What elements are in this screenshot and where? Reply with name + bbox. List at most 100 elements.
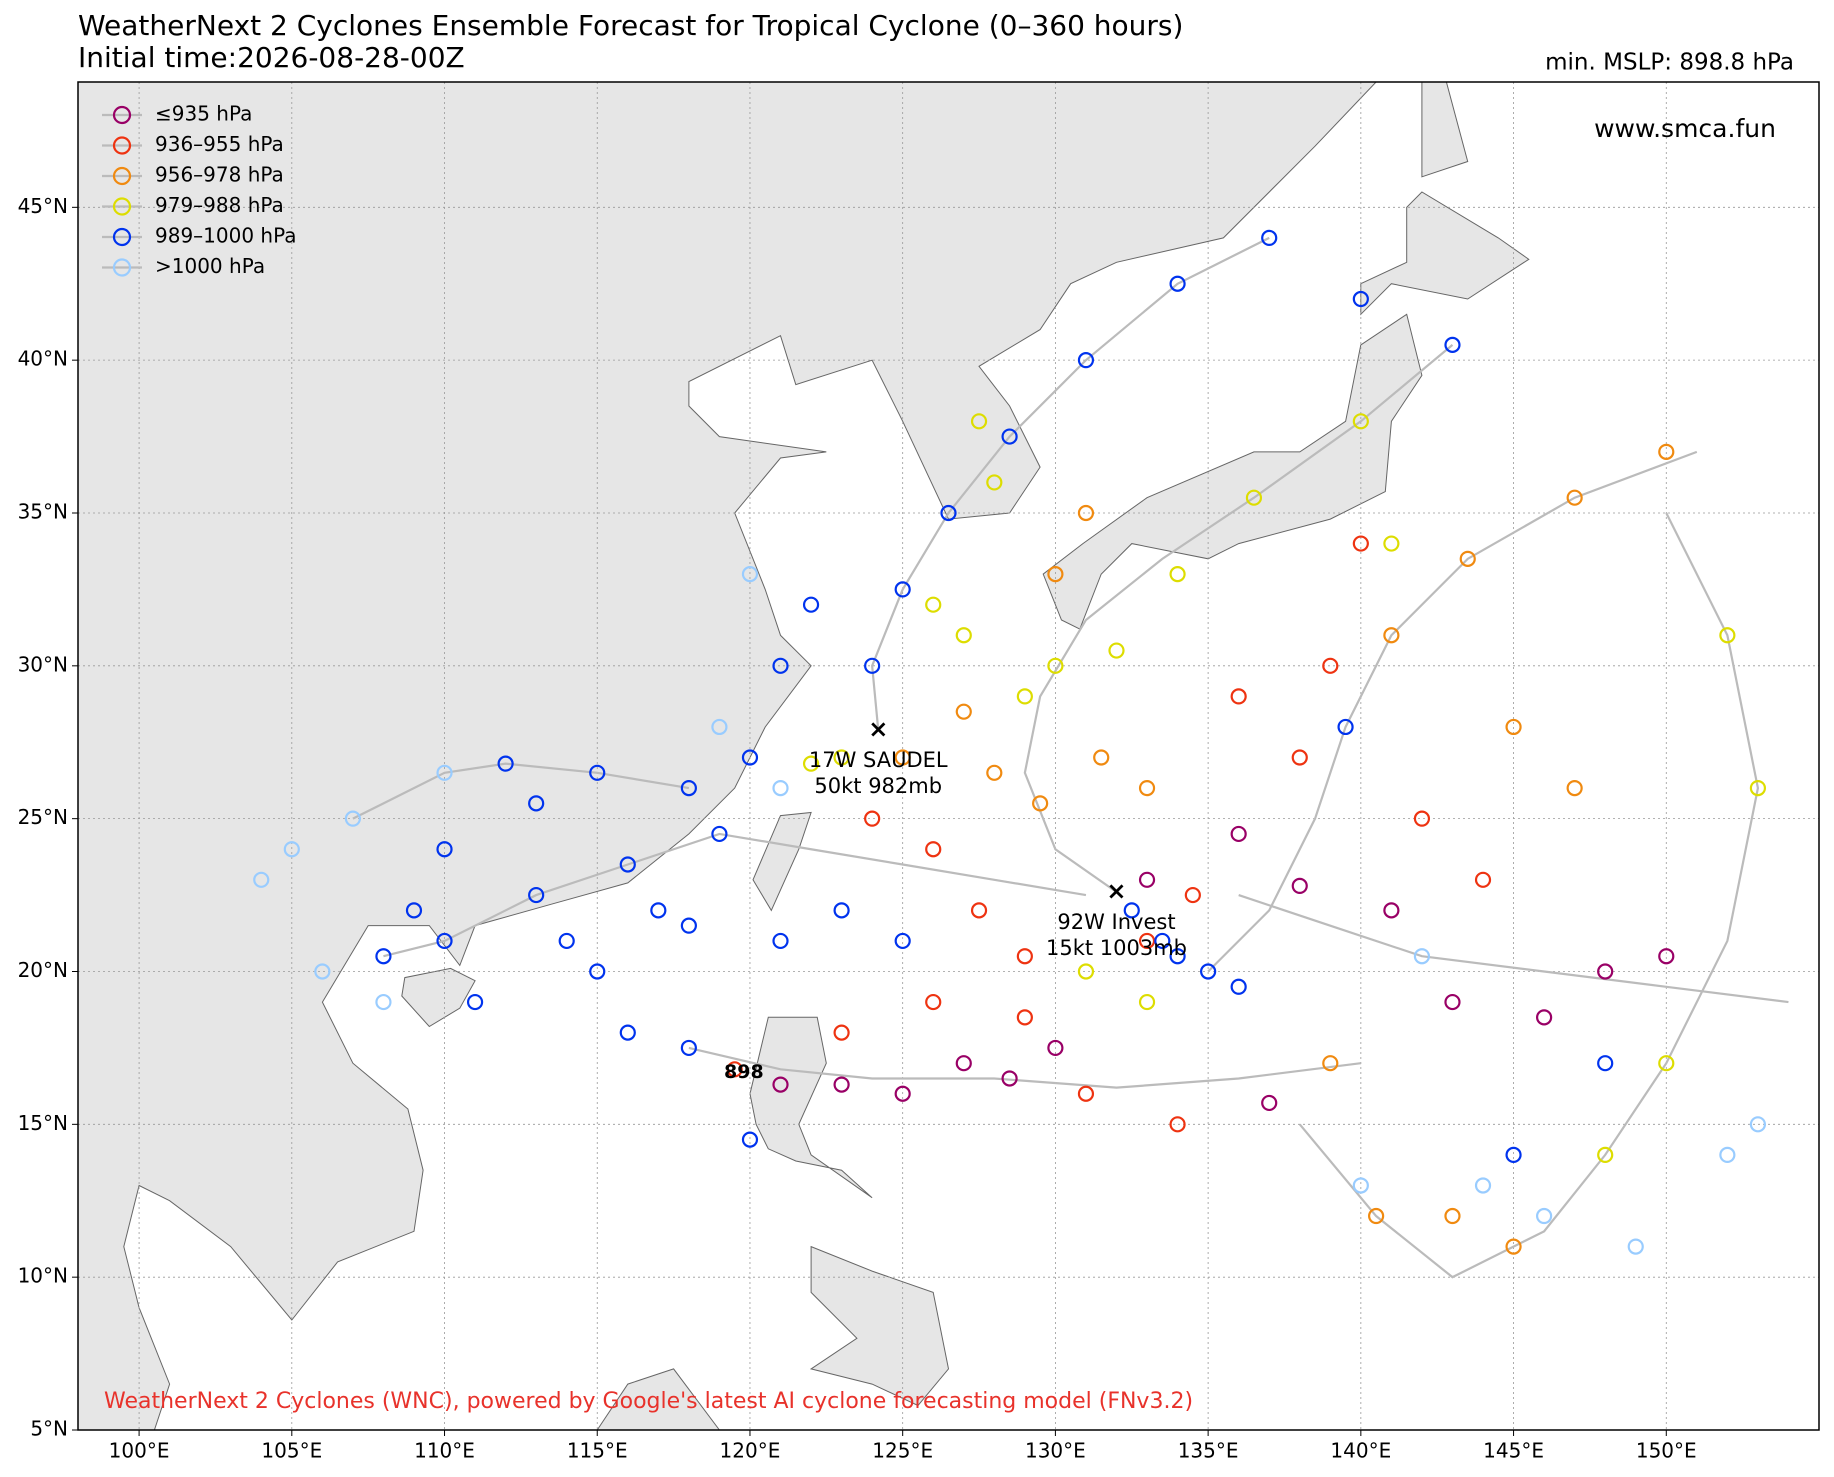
track-point: [1032, 795, 1049, 812]
track-point: [802, 596, 820, 613]
track-point: [1566, 779, 1583, 797]
legend-label: 956–978 hPa: [155, 163, 284, 187]
track-point: [619, 1024, 636, 1041]
track-point: [894, 581, 911, 598]
land-layer: [77, 81, 1530, 1431]
track-point: [619, 856, 636, 873]
track-point: [925, 596, 942, 613]
y-tick-label: 10°N: [18, 1264, 68, 1288]
x-tick-label: 120°E: [720, 1439, 781, 1463]
track-point: [1230, 978, 1247, 995]
track-point: [1444, 1207, 1461, 1225]
track-point: [894, 932, 911, 950]
x-tick-label: 115°E: [567, 1439, 628, 1463]
legend-marker: [112, 166, 132, 186]
track-point: [314, 963, 331, 980]
track-point: [1184, 886, 1201, 904]
track-point: [1352, 535, 1369, 552]
y-tick-label: 40°N: [18, 347, 68, 371]
track-point: [680, 917, 697, 934]
track-point: [1322, 1055, 1339, 1072]
legend-marker: [112, 105, 132, 125]
website: www.smca.fun: [1594, 114, 1776, 143]
track-point: [833, 902, 850, 919]
track-point: [802, 755, 820, 772]
landmass: [1360, 191, 1530, 316]
track-point: [1337, 718, 1354, 736]
track-point: [1322, 657, 1339, 674]
track-point: [1597, 963, 1614, 980]
track-point: [1001, 1070, 1018, 1087]
landmass: [401, 967, 476, 1028]
track-point: [1719, 627, 1736, 644]
track-point: [1169, 948, 1186, 965]
track-point: [1597, 1055, 1614, 1072]
track-point: [1230, 688, 1247, 705]
track-point: [680, 1039, 697, 1057]
track-point: [1138, 871, 1156, 888]
track-point: [589, 963, 606, 980]
track-point: [711, 825, 728, 843]
x-tick-label: 130°E: [1025, 1439, 1086, 1463]
track-point: [955, 1055, 972, 1072]
track-line: [1238, 894, 1789, 1004]
track-point: [833, 1024, 850, 1041]
track-point: [833, 749, 850, 766]
chart-title: WeatherNext 2 Cyclones Ensemble Forecast…: [78, 9, 1183, 42]
track-point: [970, 413, 988, 430]
track-point: [986, 474, 1003, 491]
track-point: [1108, 642, 1125, 659]
y-tick-label: 35°N: [18, 499, 68, 523]
track-point: [1719, 1146, 1736, 1163]
storm-marker: ×: [868, 715, 888, 743]
storm-marker: ×: [1106, 877, 1126, 905]
track-point: [436, 932, 453, 950]
track-point: [1047, 657, 1064, 674]
track-point: [1291, 877, 1308, 895]
y-tick-label: 15°N: [18, 1111, 68, 1135]
track-point: [1123, 902, 1140, 919]
landmass: [809, 1245, 950, 1407]
track-point: [1261, 229, 1278, 246]
landmass: [749, 1016, 873, 1199]
track-point: [1169, 1116, 1186, 1133]
track-point: [1597, 1146, 1614, 1163]
track-point: [1627, 1238, 1644, 1255]
track-point: [589, 764, 606, 781]
track-point: [405, 902, 423, 919]
track-point: [833, 1076, 850, 1093]
track-point: [528, 795, 545, 812]
track-point: [1016, 948, 1033, 965]
track-point: [1352, 290, 1369, 308]
x-tick-label: 100°E: [109, 1439, 170, 1463]
track-point: [925, 993, 942, 1011]
track-point: [925, 841, 942, 858]
track-line: [1207, 450, 1698, 973]
track-point: [1444, 993, 1461, 1011]
track-point: [1093, 749, 1110, 766]
storm-name: 17W SAUDEL: [809, 748, 948, 772]
track-point: [1505, 1238, 1522, 1255]
track-point: [1459, 550, 1476, 567]
track-point: [1200, 963, 1217, 980]
legend-label: >1000 hPa: [155, 254, 265, 278]
y-tick-label: 20°N: [18, 958, 68, 982]
track-point: [1138, 932, 1156, 950]
track-point: [650, 902, 667, 919]
legend-label: ≤935 hPa: [155, 102, 252, 126]
storm-info: 15kt 1003mb: [1046, 936, 1187, 960]
track-point: [1047, 1039, 1064, 1057]
min-mslp: min. MSLP: 898.8 hPa: [1545, 50, 1794, 76]
track-point: [1749, 779, 1767, 797]
track-point: [772, 1076, 789, 1093]
track-point: [375, 948, 392, 965]
storm-info: 50kt 982mb: [814, 774, 942, 798]
track-point: [1505, 718, 1522, 736]
track-point: [1505, 1146, 1522, 1163]
track-point: [1413, 948, 1431, 965]
track-point: [940, 504, 957, 522]
x-tick-label: 125°E: [872, 1439, 933, 1463]
track-point: [1658, 1055, 1675, 1072]
track-point: [1383, 902, 1400, 919]
